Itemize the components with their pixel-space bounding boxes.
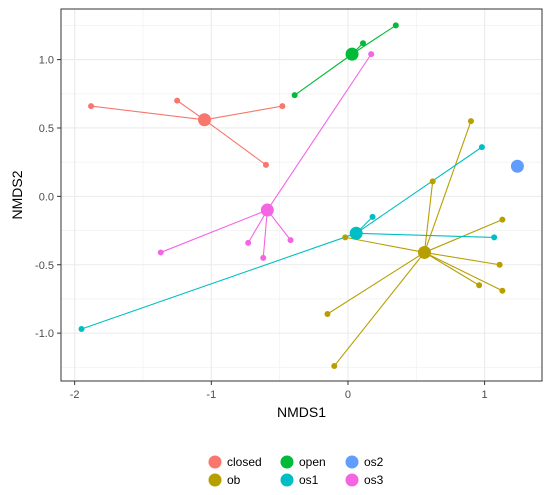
y-tick-label: 0.0 <box>39 191 54 203</box>
point-open <box>291 92 298 99</box>
grid-major <box>61 9 542 381</box>
spider-line-ob <box>423 120 472 253</box>
y-tick-label: 1.0 <box>39 55 54 67</box>
legend-label-os3: os3 <box>364 473 384 487</box>
point-os3 <box>245 239 252 246</box>
point-os1 <box>369 213 376 220</box>
legend-key-closed <box>208 455 222 469</box>
spider-line-ob <box>424 251 480 286</box>
spider-line-ob <box>345 236 425 253</box>
legend: closed open os2 ob os1 os3 <box>208 455 384 487</box>
centroid-ob <box>417 245 431 259</box>
centroid-os1 <box>349 226 363 240</box>
spider-line-os3 <box>266 53 372 211</box>
x-axis-title: NMDS1 <box>277 404 326 420</box>
spider-line-ob <box>424 251 503 292</box>
point-closed <box>88 103 95 110</box>
centroid-os2 <box>510 159 524 173</box>
x-tick-label: -1 <box>206 389 216 401</box>
point-open <box>392 22 399 29</box>
legend-key-os3 <box>345 473 359 487</box>
point-ob <box>476 282 483 289</box>
spider-line-ob <box>327 251 425 315</box>
x-tick-label: -2 <box>70 389 80 401</box>
spider-line-os1 <box>356 232 495 238</box>
y-tick-label: 0.5 <box>39 123 54 135</box>
x-tick-label: 0 <box>345 389 351 401</box>
y-tick-label: -1.0 <box>35 328 54 340</box>
spider-line-os3 <box>262 209 268 258</box>
point-ob <box>499 287 506 294</box>
x-tick-label: 1 <box>482 389 488 401</box>
spider-line-os1 <box>355 146 483 234</box>
spider-line-os3 <box>160 209 268 253</box>
legend-label-open: open <box>299 455 326 469</box>
spider-line-os1 <box>81 232 357 330</box>
spider-line-ob <box>423 181 434 253</box>
point-ob <box>324 310 331 317</box>
point-os3 <box>157 249 164 256</box>
plot-panel <box>61 9 542 381</box>
legend-key-ob <box>208 473 222 487</box>
point-closed <box>262 161 269 168</box>
point-ob <box>467 118 474 125</box>
legend-key-os2 <box>345 455 359 469</box>
y-axis-title: NMDS2 <box>9 170 25 219</box>
spider-line-open <box>351 24 397 55</box>
spider-line-closed <box>90 105 205 121</box>
spider-line-ob <box>333 252 425 367</box>
point-os3 <box>260 254 267 261</box>
point-ob <box>331 362 338 369</box>
point-os1 <box>491 234 498 241</box>
point-closed <box>279 103 286 110</box>
centroid-closed <box>197 113 211 127</box>
centroid-os3 <box>260 203 274 217</box>
spider-line-ob <box>424 251 500 266</box>
spider-line-closed <box>204 119 267 166</box>
point-os3 <box>368 51 375 58</box>
plot-border <box>60 8 543 382</box>
spider-line-open <box>294 53 353 96</box>
point-ob <box>342 234 349 241</box>
group-centroids <box>197 47 524 259</box>
x-axis-ticks: -2 -1 0 1 <box>70 381 488 401</box>
point-os1 <box>78 326 85 333</box>
point-ob <box>499 216 506 223</box>
grid-minor <box>61 9 542 381</box>
point-ob <box>429 178 436 185</box>
point-os1 <box>478 144 485 151</box>
centroid-open <box>345 47 359 61</box>
legend-label-os1: os1 <box>299 473 319 487</box>
spider-line-closed <box>204 105 283 121</box>
point-ob <box>496 261 503 268</box>
point-os3 <box>287 237 294 244</box>
point-open <box>359 40 366 47</box>
sample-points <box>78 22 506 369</box>
spider-lines <box>81 24 503 367</box>
legend-key-open <box>280 455 294 469</box>
legend-label-ob: ob <box>227 473 241 487</box>
legend-key-os1 <box>280 473 294 487</box>
point-closed <box>174 97 181 104</box>
y-axis-ticks: -1.0 -0.5 0.0 0.5 1.0 <box>35 55 61 340</box>
y-tick-label: -0.5 <box>35 260 54 272</box>
legend-label-os2: os2 <box>364 455 384 469</box>
legend-label-closed: closed <box>227 455 262 469</box>
